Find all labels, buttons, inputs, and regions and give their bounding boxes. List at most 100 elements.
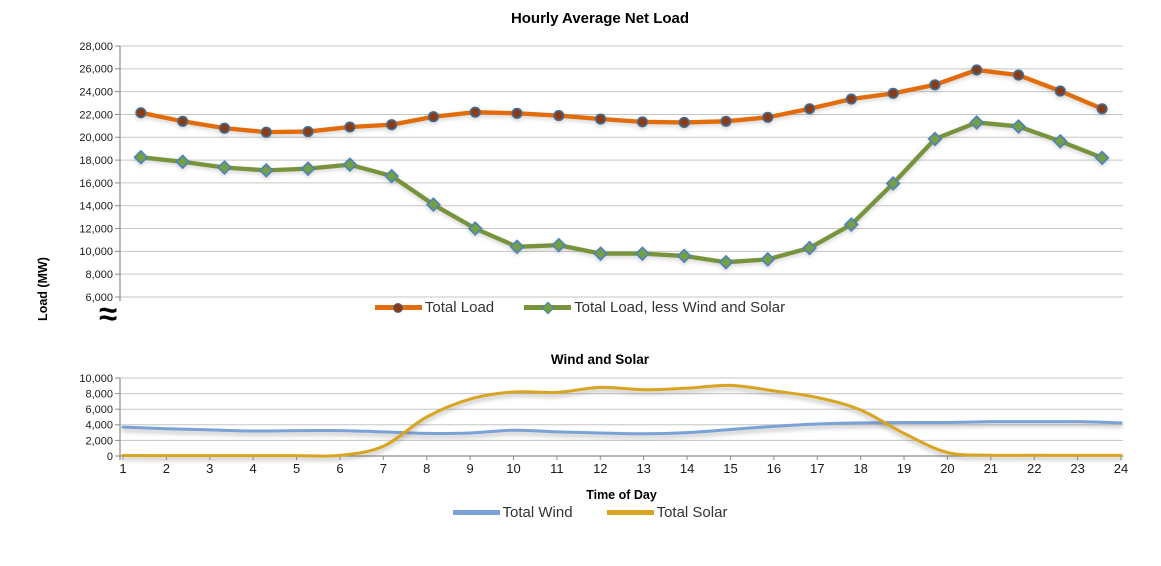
x-tick-label: 13 bbox=[636, 461, 650, 476]
net-load-swatch bbox=[524, 301, 572, 314]
total-wind-swatch bbox=[452, 510, 500, 515]
diamond-marker bbox=[217, 160, 232, 175]
x-tick-label: 21 bbox=[984, 461, 998, 476]
x-tick-label: 18 bbox=[853, 461, 867, 476]
y-tick-label: 4,000 bbox=[85, 420, 113, 432]
diamond-marker bbox=[802, 240, 817, 256]
x-tick-label: 7 bbox=[380, 461, 387, 476]
diamond-marker bbox=[342, 157, 358, 173]
top-chart-title: Hourly Average Net Load bbox=[510, 10, 690, 27]
diamond-marker bbox=[384, 168, 400, 184]
x-tick-label: 19 bbox=[897, 461, 911, 476]
circle-marker bbox=[302, 126, 314, 138]
circle-marker bbox=[218, 122, 231, 134]
bottom-chart-legend: Total Wind Total Solar bbox=[20, 504, 1160, 521]
y-tick-label: 2,000 bbox=[85, 435, 113, 447]
circle-marker bbox=[887, 87, 899, 99]
legend-label-total-load: Total Load bbox=[424, 299, 495, 316]
diamond-marker bbox=[426, 197, 441, 213]
diamond-marker bbox=[175, 154, 191, 170]
series-line-total-solar bbox=[121, 383, 1123, 458]
circle-marker bbox=[636, 116, 648, 128]
y-tick-label: 28,000 bbox=[79, 41, 113, 53]
diamond-marker bbox=[593, 246, 609, 262]
circle-marker bbox=[427, 111, 439, 123]
diamond-marker bbox=[969, 115, 985, 130]
legend-item-total-solar: Total Solar bbox=[606, 504, 728, 521]
x-tick-label: 14 bbox=[680, 461, 694, 476]
diamond-marker bbox=[885, 176, 901, 191]
y-tick-label: 12,000 bbox=[79, 223, 113, 235]
x-tick-label: 12 bbox=[593, 461, 607, 476]
circle-marker bbox=[1054, 85, 1066, 97]
x-tick-label: 2 bbox=[163, 461, 170, 476]
x-tick-label: 24 bbox=[1114, 461, 1128, 476]
diamond-marker bbox=[718, 254, 734, 270]
circle-marker bbox=[1012, 69, 1025, 81]
x-tick-label: 17 bbox=[810, 461, 824, 476]
legend-item-total-load: Total Load bbox=[374, 299, 495, 316]
y-tick-label: 14,000 bbox=[79, 201, 113, 213]
y-tick-label: 8,000 bbox=[85, 388, 113, 400]
circle-marker bbox=[1096, 103, 1108, 115]
x-tick-label: 23 bbox=[1070, 461, 1084, 476]
circle-marker bbox=[260, 126, 272, 138]
total-load-swatch bbox=[374, 302, 422, 313]
circle-marker bbox=[595, 113, 607, 125]
circle-marker bbox=[678, 116, 690, 128]
diamond-marker bbox=[1094, 150, 1110, 166]
legend-label-total-solar: Total Solar bbox=[656, 504, 728, 521]
legend-label-total-wind: Total Wind bbox=[502, 504, 573, 521]
total-solar-swatch bbox=[606, 510, 654, 515]
circle-marker bbox=[720, 115, 732, 127]
x-tick-label: 16 bbox=[767, 461, 781, 476]
diamond-marker bbox=[1011, 119, 1026, 134]
diamond-marker bbox=[760, 251, 776, 267]
circle-marker bbox=[804, 103, 816, 115]
y-tick-label: 6,000 bbox=[85, 292, 113, 304]
x-tick-label: 15 bbox=[723, 461, 737, 476]
y-tick-label: 6,000 bbox=[85, 404, 113, 416]
top-chart-legend: Total Load Total Load, less Wind and Sol… bbox=[20, 299, 1140, 316]
x-tick-label: 20 bbox=[940, 461, 954, 476]
series-line-total-load bbox=[138, 67, 1105, 135]
circle-marker bbox=[469, 106, 481, 118]
y-tick-label: 0 bbox=[107, 451, 113, 463]
axis-break-symbol: ≈ bbox=[99, 295, 118, 332]
circle-marker-icon bbox=[393, 302, 404, 313]
circle-marker bbox=[845, 93, 857, 105]
y-tick-label: 18,000 bbox=[79, 155, 113, 167]
circle-marker bbox=[344, 121, 356, 133]
diamond-marker bbox=[1052, 133, 1068, 149]
circle-marker bbox=[386, 119, 398, 131]
diamond-marker bbox=[676, 248, 692, 264]
series-total-wind bbox=[121, 420, 1123, 436]
circle-marker bbox=[511, 107, 523, 119]
diamond-marker bbox=[843, 217, 859, 232]
y-tick-label: 10,000 bbox=[79, 373, 113, 385]
diamond-marker-icon bbox=[541, 301, 555, 314]
y-tick-label: 16,000 bbox=[79, 178, 113, 190]
x-tick-label: 11 bbox=[550, 461, 564, 476]
y-tick-label: 10,000 bbox=[79, 246, 113, 258]
x-tick-label: 8 bbox=[423, 461, 430, 476]
diamond-marker bbox=[509, 239, 525, 255]
x-axis-title: Time of Day bbox=[586, 488, 657, 502]
y-tick-label: 24,000 bbox=[79, 86, 113, 98]
series-line-total-wind bbox=[121, 420, 1123, 436]
x-tick-label: 9 bbox=[467, 461, 474, 476]
series-total-solar bbox=[121, 383, 1123, 458]
series-total-load bbox=[135, 64, 1108, 138]
legend-label-net-load: Total Load, less Wind and Solar bbox=[574, 299, 786, 316]
legend-item-total-wind: Total Wind bbox=[452, 504, 573, 521]
circle-marker bbox=[971, 64, 983, 76]
x-tick-label: 4 bbox=[250, 461, 257, 476]
y-tick-label: 26,000 bbox=[79, 64, 113, 76]
diamond-marker bbox=[551, 237, 567, 253]
legend-item-net-load: Total Load, less Wind and Solar bbox=[524, 299, 785, 316]
circle-marker bbox=[135, 107, 147, 119]
diamond-marker bbox=[634, 246, 650, 262]
x-tick-label: 22 bbox=[1027, 461, 1041, 476]
